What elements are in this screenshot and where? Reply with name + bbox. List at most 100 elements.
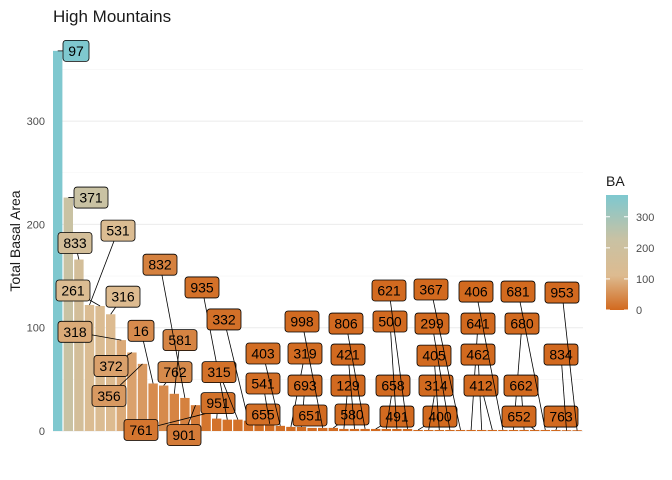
- bar-label: 421: [330, 343, 366, 366]
- bar: [519, 429, 529, 431]
- y-axis-label: Total Basal Area: [7, 190, 23, 291]
- bar-label: 621: [371, 279, 407, 302]
- legend-tick-label: 200: [636, 243, 654, 255]
- bar-label-text: 421: [336, 347, 360, 363]
- bar-label: 16: [127, 319, 155, 342]
- label-leader-line: [560, 354, 567, 431]
- bar-label: 806: [328, 312, 364, 335]
- bar-label-text: 693: [293, 378, 317, 394]
- y-tick-label: 100: [27, 323, 45, 335]
- bar: [487, 429, 497, 431]
- bar-label: 953: [544, 281, 580, 304]
- bar-label: 299: [414, 312, 450, 335]
- y-tick-label: 300: [27, 116, 45, 128]
- label-leader-line: [389, 321, 398, 429]
- legend-title: BA: [606, 173, 625, 189]
- bar-label: 951: [200, 392, 236, 415]
- bar-label: 662: [503, 374, 539, 397]
- bar-label-text: 405: [422, 348, 446, 364]
- bar: [498, 429, 508, 431]
- bar-label-text: 680: [510, 316, 534, 332]
- label-leader-line: [433, 355, 440, 430]
- bar: [159, 385, 169, 431]
- bar: [371, 428, 381, 431]
- bar-label-text: 261: [61, 283, 85, 299]
- bar-label: 651: [292, 404, 328, 427]
- bar-label-text: 299: [420, 316, 444, 332]
- bar: [455, 429, 466, 431]
- bar: [434, 429, 444, 431]
- bar-label-text: 491: [385, 409, 409, 425]
- legend-tick-label: 300: [636, 212, 654, 224]
- bar: [392, 428, 402, 431]
- bar-label-text: 641: [466, 316, 490, 332]
- bar-label-text: 998: [290, 314, 314, 330]
- y-axis-ticks: 0 100 200 300: [27, 116, 45, 438]
- bar: [530, 429, 540, 431]
- bar-label: 412: [463, 374, 499, 397]
- legend-tick-label: 0: [636, 305, 642, 317]
- bar-label-text: 16: [133, 323, 149, 339]
- label-leader-line: [223, 319, 249, 421]
- label-leader-line: [89, 230, 119, 306]
- bar: [127, 352, 137, 431]
- legend: BA 0 100 200 300: [606, 173, 654, 317]
- bar-label-text: 763: [549, 409, 573, 425]
- bar: [265, 423, 275, 431]
- bar-label: 762: [157, 361, 193, 384]
- y-tick-label: 200: [27, 219, 45, 231]
- bar: [381, 428, 391, 431]
- label-leader-line: [347, 354, 355, 429]
- bar-label-text: 761: [129, 422, 153, 438]
- bar-label-text: 651: [298, 408, 322, 424]
- label-leader-line: [301, 321, 324, 428]
- bar: [339, 428, 349, 431]
- bar: [349, 428, 360, 431]
- legend-colorbar: [606, 195, 628, 310]
- bar-label: 372: [93, 355, 129, 377]
- bar: [318, 427, 328, 431]
- bar: [222, 419, 232, 431]
- bar: [201, 413, 211, 431]
- bar-label-text: 332: [212, 311, 236, 327]
- bar: [360, 428, 370, 431]
- bar: [137, 363, 148, 431]
- bar-label-text: 400: [428, 409, 452, 425]
- bar-label: 129: [330, 374, 366, 397]
- bar-label-text: 319: [293, 346, 317, 362]
- bar-label-text: 318: [63, 324, 87, 340]
- bar-label: 658: [375, 374, 411, 397]
- label-leader-line: [517, 291, 546, 431]
- y-tick-label: 0: [39, 426, 45, 438]
- bar-label: 901: [166, 424, 202, 447]
- bar-label-text: 356: [97, 388, 121, 404]
- bar: [328, 427, 338, 431]
- label-leader-line: [159, 264, 186, 399]
- bar: [540, 429, 550, 431]
- bar-label-text: 652: [507, 409, 531, 425]
- bar: [508, 429, 519, 431]
- bar: [296, 426, 307, 431]
- bar-label-text: 806: [334, 316, 358, 332]
- bar-label: 998: [284, 310, 320, 333]
- legend-ticks: 0 100 200 300: [606, 212, 654, 317]
- bar-label-text: 951: [206, 395, 230, 411]
- bar-label: 403: [245, 342, 281, 365]
- bar-label: 406: [458, 280, 494, 303]
- bar-label: 500: [372, 310, 408, 333]
- bar-label-text: 580: [340, 406, 364, 422]
- bar: [424, 429, 434, 431]
- bar-label: 761: [123, 419, 159, 441]
- bar-label-text: 953: [550, 285, 574, 301]
- bar-label: 763: [543, 405, 579, 428]
- bar-label: 935: [184, 276, 220, 299]
- bar-label: 832: [142, 253, 178, 276]
- bar-label-text: 681: [506, 284, 530, 300]
- bar-label-text: 662: [509, 378, 533, 394]
- bar: [561, 430, 572, 431]
- label-leader-line: [430, 289, 461, 431]
- bar-labels: 97 371 833 531 261 316 318 372 356 16 762 581 832 901…: [55, 39, 580, 447]
- bar-label-text: 372: [99, 358, 123, 374]
- bar: [84, 304, 95, 431]
